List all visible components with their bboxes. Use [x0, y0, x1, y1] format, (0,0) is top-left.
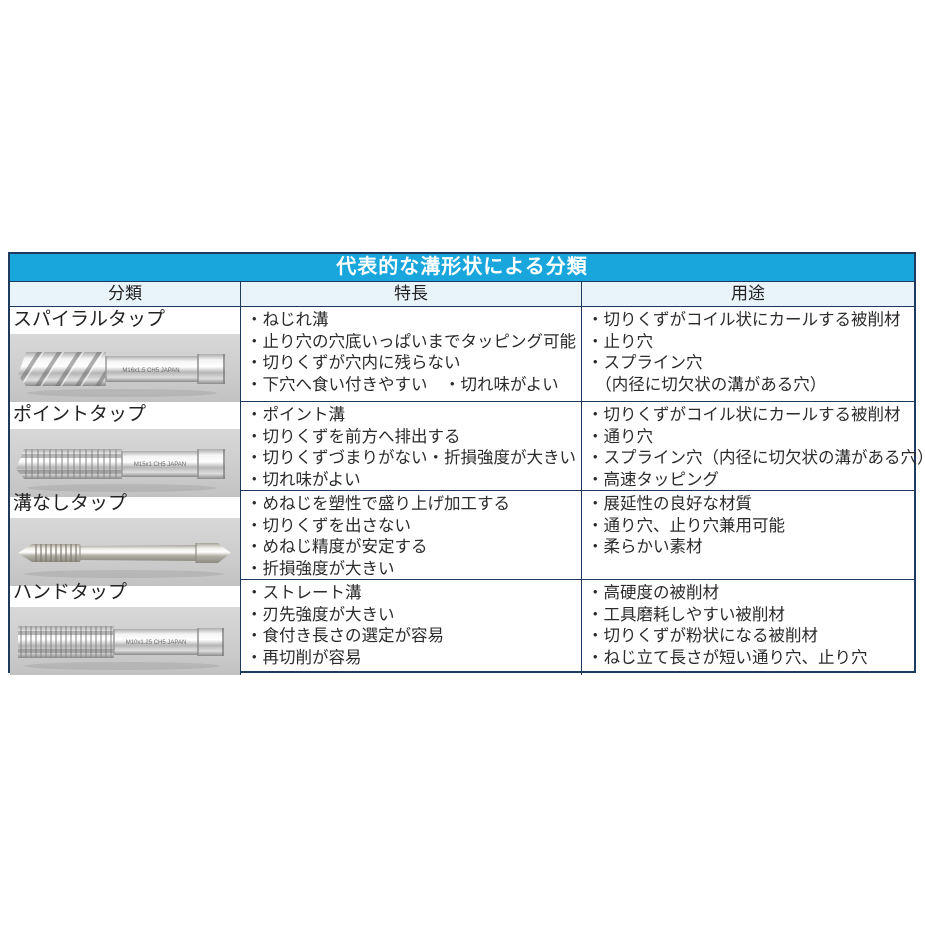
feature-line: ・止り穴の穴底いっぱいまでタッピング可能	[246, 332, 576, 351]
table-row-hand-tap: ハンドタップ	[10, 579, 914, 675]
hand-tap-photo: M10x1.25 CH5 JAPAN	[10, 607, 240, 675]
table-header-row: 分類 特長 用途	[10, 281, 914, 306]
uses-cell: ・展延性の良好な材質 ・通り穴、止り穴兼用可能 ・柔らかい素材	[581, 491, 914, 586]
feature-line: ・ポイント溝	[246, 406, 345, 424]
row-label-spiral-tap: スパイラルタップ	[13, 309, 166, 330]
features-cell: ・ねじれ溝 ・止り穴の穴底いっぱいまでタッピング可能 ・切りくずが穴内に残らない…	[240, 307, 581, 402]
use-line: （内径に切欠状の溝がある穴）	[587, 375, 827, 394]
point-tap-icon: M15x1 CH5 JAPAN	[16, 449, 225, 492]
use-line: ・切りくずがコイル状にカールする被削材	[587, 311, 901, 329]
feature-line: ・切りくずを前方へ排出する	[246, 427, 461, 446]
feature-line: ・切れ味がよい	[246, 470, 361, 489]
uses-cell: ・切りくずがコイル状にカールする被削材 ・通り穴 ・スプライン穴（内径に切欠状の…	[581, 402, 925, 497]
hand-tap-icon: M10x1.25 CH5 JAPAN	[18, 626, 224, 670]
classification-cell: スパイラルタップ	[10, 307, 240, 402]
feature-line: ・再切削が容易	[246, 648, 362, 667]
feature-line: ・ストレート溝	[246, 584, 362, 602]
use-line: ・通り穴	[587, 427, 653, 446]
use-line: ・通り穴、止り穴兼用可能	[587, 516, 785, 535]
row-label-fluteless-tap: 溝なしタップ	[13, 493, 128, 514]
tap-marking-text: M16x1.5 CH5 JAPAN	[122, 368, 179, 374]
uses-cell: ・切りくずがコイル状にカールする被削材 ・止り穴 ・スプライン穴 （内径に切欠状…	[581, 307, 914, 402]
classification-cell: ハンドタップ	[10, 580, 240, 675]
feature-line: ・下穴へ食い付きやすい ・切れ味がよい	[246, 375, 559, 394]
point-tap-photo: M15x1 CH5 JAPAN	[10, 429, 240, 497]
feature-line: ・切りくずづまりがない・折損強度が大きい	[246, 449, 576, 467]
features-cell: ・ポイント溝 ・切りくずを前方へ排出する ・切りくずづまりがない・折損強度が大き…	[240, 402, 581, 497]
use-line: ・切りくずがコイル状にカールする被削材	[587, 406, 901, 424]
table-row-point-tap: ポイントタップ	[10, 401, 925, 497]
tap-marking-text: M15x1 CH5 JAPAN	[134, 462, 186, 468]
use-line: ・工具磨耗しやすい被削材	[587, 605, 785, 624]
row-label-hand-tap: ハンドタップ	[13, 582, 128, 603]
use-line: ・展延性の良好な材質	[587, 495, 752, 513]
use-line: ・高硬度の被削材	[587, 584, 719, 602]
feature-line: ・ねじれ溝	[246, 311, 329, 329]
tap-classification-table: 代表的な溝形状による分類 分類 特長 用途 スパイラルタップ	[8, 252, 925, 675]
features-cell: ・ストレート溝 ・刃先強度が大きい ・食付き長さの選定が容易 ・再切削が容易	[240, 580, 581, 675]
column-header-features: 特長	[240, 282, 581, 306]
spiral-tap-photo: M16x1.5 CH5 JAPAN	[10, 334, 240, 402]
column-header-classification: 分類	[108, 284, 142, 303]
feature-line: ・食付き長さの選定が容易	[246, 627, 444, 645]
use-line: ・高速タッピング	[587, 470, 719, 489]
use-line: ・切りくずが粉状になる被削材	[587, 627, 818, 645]
use-line: ・スプライン穴（内径に切欠状の溝がある穴）	[587, 449, 925, 467]
classification-cell: ポイントタップ	[10, 402, 240, 497]
fluteless-tap-photo	[10, 518, 240, 586]
feature-line: ・切りくずを出さない	[246, 516, 411, 535]
feature-line: ・刃先強度が大きい	[246, 605, 395, 624]
table-title: 代表的な溝形状による分類	[10, 254, 914, 281]
use-line: ・止り穴	[587, 332, 653, 351]
table-row-fluteless-tap: 溝なしタップ	[10, 490, 914, 586]
uses-cell: ・高硬度の被削材 ・工具磨耗しやすい被削材 ・切りくずが粉状になる被削材 ・ねじ…	[581, 580, 914, 675]
use-line: ・スプライン穴	[587, 354, 703, 372]
tap-marking-text: M10x1.25 CH5 JAPAN	[126, 640, 187, 646]
feature-line: ・切りくずが穴内に残らない	[246, 354, 461, 372]
column-header-uses: 用途	[581, 282, 914, 306]
feature-line: ・めねじを塑性で盛り上げ加工する	[246, 495, 510, 513]
spiral-tap-icon: M16x1.5 CH5 JAPAN	[18, 352, 225, 397]
row-label-point-tap: ポイントタップ	[13, 404, 147, 425]
fluteless-tap-icon	[18, 543, 231, 578]
feature-line: ・めねじ精度が安定する	[246, 538, 428, 556]
use-line: ・ねじ立て長さが短い通り穴、止り穴	[587, 648, 868, 667]
classification-cell: 溝なしタップ	[10, 491, 240, 586]
table-row-spiral-tap: スパイラルタップ	[10, 306, 914, 402]
feature-line: ・折損強度が大きい	[246, 559, 395, 578]
use-line: ・柔らかい素材	[587, 538, 703, 556]
features-cell: ・めねじを塑性で盛り上げ加工する ・切りくずを出さない ・めねじ精度が安定する …	[240, 491, 581, 586]
